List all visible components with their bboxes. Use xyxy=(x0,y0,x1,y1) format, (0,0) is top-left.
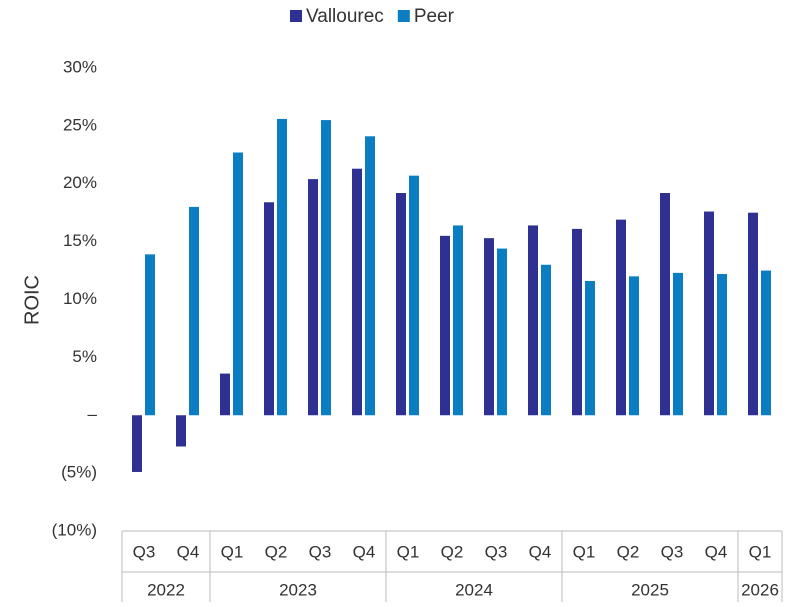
y-tick-label: 10% xyxy=(63,289,97,308)
bar xyxy=(308,179,318,416)
bar xyxy=(528,225,538,416)
bar xyxy=(409,175,419,416)
legend-label: Vallourec xyxy=(306,6,384,27)
y-tick-label: (5%) xyxy=(61,463,97,482)
x-tick-label: Q1 xyxy=(397,542,420,561)
x-tick-label: Q4 xyxy=(353,542,376,561)
bar xyxy=(629,276,639,416)
x-tick-label: Q2 xyxy=(441,542,464,561)
y-tick-label: (10%) xyxy=(52,520,97,539)
x-tick-label: Q3 xyxy=(133,542,156,561)
legend-label: Peer xyxy=(414,6,455,27)
x-tick-label: Q2 xyxy=(265,542,288,561)
bar xyxy=(717,274,727,416)
group-label: 2025 xyxy=(631,580,669,599)
bar xyxy=(761,270,771,416)
bar xyxy=(660,193,670,416)
bar xyxy=(484,238,494,416)
bar xyxy=(585,280,595,416)
bar xyxy=(277,118,287,416)
x-tick-label: Q1 xyxy=(573,542,596,561)
bar xyxy=(673,272,683,416)
group-label: 2022 xyxy=(147,580,185,599)
y-tick-label: 15% xyxy=(63,231,97,250)
x-tick-label: Q4 xyxy=(177,542,200,561)
x-tick-label: Q3 xyxy=(485,542,508,561)
bar xyxy=(453,225,463,416)
group-label: 2026 xyxy=(741,580,779,599)
group-label: 2024 xyxy=(455,580,493,599)
bar xyxy=(365,136,375,416)
bar xyxy=(572,228,582,416)
bar xyxy=(704,211,714,416)
bar xyxy=(748,212,758,416)
y-tick-label: 20% xyxy=(63,173,97,192)
y-axis-title: ROIC xyxy=(21,275,43,325)
bar xyxy=(616,219,626,416)
y-tick-label: 25% xyxy=(63,115,97,134)
bar xyxy=(264,202,274,416)
legend-swatch xyxy=(397,10,410,22)
x-tick-label: Q4 xyxy=(705,542,728,561)
x-tick-label: Q3 xyxy=(309,542,332,561)
bar xyxy=(189,206,199,416)
bar xyxy=(132,415,142,472)
y-tick-label: 5% xyxy=(72,347,97,366)
bar xyxy=(497,248,507,416)
bar xyxy=(396,193,406,416)
bar xyxy=(176,415,186,447)
bar xyxy=(145,254,155,416)
x-tick-label: Q4 xyxy=(529,542,552,561)
x-tick-label: Q1 xyxy=(749,542,772,561)
bar xyxy=(233,152,243,416)
x-tick-label: Q3 xyxy=(661,542,684,561)
bar xyxy=(440,235,450,416)
bar xyxy=(541,264,551,416)
group-label: 2023 xyxy=(279,580,317,599)
y-tick-label: – xyxy=(88,405,98,424)
bar xyxy=(220,373,230,416)
legend-swatch xyxy=(290,10,302,22)
y-tick-label: 30% xyxy=(63,57,97,76)
bar xyxy=(321,120,331,416)
x-tick-label: Q1 xyxy=(221,542,244,561)
x-tick-label: Q2 xyxy=(617,542,640,561)
bar xyxy=(352,168,362,416)
